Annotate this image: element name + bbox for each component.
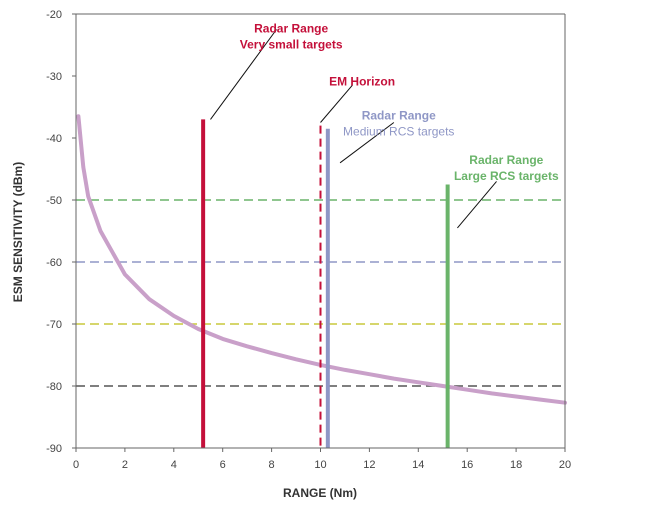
- x-tick-label-6: 12: [363, 459, 375, 471]
- annotation-2-line-1: Medium RCS targets: [343, 124, 454, 138]
- annotation-2-line-0: Radar Range: [362, 108, 436, 122]
- annotation-leader-line-2: [339, 122, 395, 164]
- x-tick-label-1: 2: [122, 459, 128, 471]
- x-axis-title: RANGE (Nm): [283, 486, 357, 500]
- x-tick-label-2: 4: [171, 459, 177, 471]
- x-tick-label-0: 0: [73, 459, 79, 471]
- y-tick-label-3: -50: [46, 195, 62, 207]
- axis-titles: RANGE (Nm) ESM SENSITIVITY (dBm): [11, 162, 357, 500]
- y-tick-label-7: -90: [46, 443, 62, 455]
- x-tick-label-7: 14: [412, 459, 424, 471]
- y-tick-label-4: -60: [46, 257, 62, 269]
- annotation-leader-line-3: [457, 181, 497, 229]
- x-tick-label-3: 6: [220, 459, 226, 471]
- annotation-leader-line-1: [320, 84, 353, 123]
- x-tick-label-10: 20: [559, 459, 571, 471]
- annotation-1-line-0: EM Horizon: [329, 74, 395, 88]
- y-tick-label-5: -70: [46, 319, 62, 331]
- x-tick-label-9: 18: [510, 459, 522, 471]
- x-tick-label-8: 16: [461, 459, 473, 471]
- y-tick-label-6: -80: [46, 381, 62, 393]
- x-tick-label-5: 10: [314, 459, 326, 471]
- annotation-3-line-1: Large RCS targets: [454, 169, 559, 183]
- y-tick-label-1: -30: [46, 71, 62, 83]
- x-tick-label-4: 8: [269, 459, 275, 471]
- plot-area: Radar Range Very small targets EM Horizon R…: [46, 9, 571, 471]
- sensitivity-curve: [76, 114, 567, 405]
- annotation-0-line-0: Radar Range: [254, 22, 328, 36]
- annotation-leader-line-0: [210, 29, 277, 120]
- annotation-0-line-1: Very small targets: [240, 38, 343, 52]
- y-tick-label-2: -40: [46, 133, 62, 145]
- y-axis-title: ESM SENSITIVITY (dBm): [11, 162, 25, 302]
- y-tick-label-0: -20: [46, 9, 62, 21]
- annotation-3-line-0: Radar Range: [469, 153, 543, 167]
